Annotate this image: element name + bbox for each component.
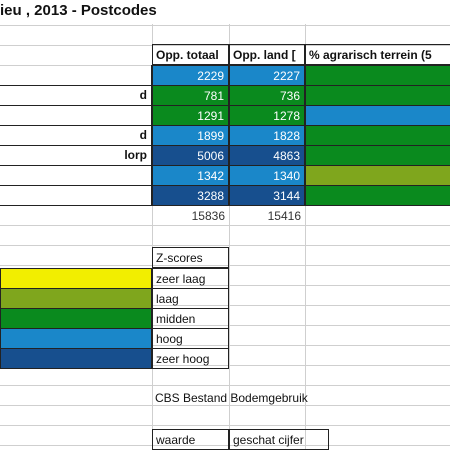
legend-swatch[interactable] [0, 268, 152, 289]
cell-opp-totaal[interactable]: 1899 [152, 125, 229, 146]
header-opp-land[interactable]: Opp. land [ [229, 44, 305, 65]
header-opp-totaal[interactable]: Opp. totaal [152, 44, 229, 65]
cell-opp-totaal[interactable]: 781 [152, 85, 229, 106]
cell-agrarisch[interactable] [305, 145, 450, 166]
grid-row-line [0, 385, 450, 386]
legend-label[interactable]: hoog [152, 328, 229, 349]
legend-label[interactable]: zeer laag [152, 268, 229, 289]
grid-row-line [0, 305, 450, 306]
cell-opp-totaal[interactable]: 3288 [152, 185, 229, 206]
cell-agrarisch[interactable] [305, 185, 450, 206]
grid-row-line [0, 25, 450, 26]
total-opp-totaal[interactable]: 15836 [152, 205, 229, 225]
cell-opp-land[interactable]: 1278 [229, 105, 305, 126]
header-agrarisch[interactable]: % agrarisch terrein (5 [305, 44, 450, 65]
row-name[interactable] [0, 105, 152, 126]
legend-label[interactable]: midden [152, 308, 229, 329]
cell-opp-land[interactable]: 2227 [229, 65, 305, 86]
cell-opp-totaal[interactable]: 5006 [152, 145, 229, 166]
legend-swatch[interactable] [0, 308, 152, 329]
legend-label[interactable]: laag [152, 288, 229, 309]
cell-opp-totaal[interactable]: 2229 [152, 65, 229, 86]
footer-waarde[interactable]: waarde [152, 429, 229, 450]
grid-row-line [0, 265, 450, 266]
grid-row-line [0, 45, 450, 46]
grid-row-line [0, 245, 450, 246]
cell-agrarisch[interactable] [305, 125, 450, 146]
cell-agrarisch[interactable] [305, 105, 450, 126]
row-name[interactable]: d [0, 85, 152, 106]
row-name[interactable]: d [0, 125, 152, 146]
grid-row-line [0, 325, 450, 326]
cell-opp-land[interactable]: 1828 [229, 125, 305, 146]
grid-row-line [0, 425, 450, 426]
grid-row-line [0, 285, 450, 286]
cell-agrarisch[interactable] [305, 165, 450, 186]
source-note[interactable]: CBS Bestand Bodemgebruik [155, 391, 308, 405]
legend-label[interactable]: zeer hoog [152, 348, 229, 369]
row-name[interactable] [0, 65, 152, 86]
grid-row-line [0, 345, 450, 346]
grid-row-line [0, 445, 450, 446]
cell-opp-land[interactable]: 4863 [229, 145, 305, 166]
grid-column-line [305, 24, 306, 450]
cell-agrarisch[interactable] [305, 65, 450, 86]
row-name[interactable]: lorp [0, 145, 152, 166]
total-opp-land[interactable]: 15416 [229, 205, 305, 225]
footer-geschat[interactable]: geschat cijfer [229, 429, 329, 450]
row-name[interactable] [0, 165, 152, 186]
grid-row-line [0, 225, 450, 226]
grid-row-line [0, 365, 450, 366]
cell-opp-land[interactable]: 3144 [229, 185, 305, 206]
legend-header[interactable]: Z-scores [152, 247, 229, 268]
grid-column-line [152, 24, 153, 450]
legend-swatch[interactable] [0, 348, 152, 369]
cell-opp-totaal[interactable]: 1291 [152, 105, 229, 126]
grid-column-line [229, 24, 230, 450]
row-name[interactable] [0, 185, 152, 206]
cell-opp-totaal[interactable]: 1342 [152, 165, 229, 186]
cell-opp-land[interactable]: 1340 [229, 165, 305, 186]
grid-row-line [0, 405, 450, 406]
legend-swatch[interactable] [0, 328, 152, 349]
sheet-title: ieu , 2013 - Postcodes [0, 2, 157, 19]
cell-opp-land[interactable]: 736 [229, 85, 305, 106]
cell-agrarisch[interactable] [305, 85, 450, 106]
legend-swatch[interactable] [0, 288, 152, 309]
